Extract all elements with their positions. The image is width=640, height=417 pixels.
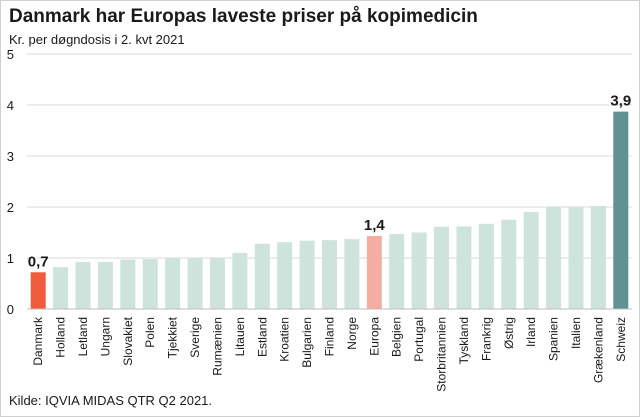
x-tick-label: Danmark bbox=[31, 316, 45, 366]
bar-estland bbox=[254, 243, 270, 309]
x-tick-label: Belgien bbox=[390, 317, 404, 357]
bar-irland bbox=[523, 212, 539, 309]
x-tick-label: Polen bbox=[143, 317, 157, 348]
x-tick-label: Tjekkiet bbox=[166, 316, 180, 358]
bar-norge bbox=[344, 239, 360, 309]
y-tick-label: 4 bbox=[7, 98, 14, 113]
bar-spanien bbox=[546, 207, 562, 309]
y-tick-label: 2 bbox=[7, 200, 14, 215]
x-tick-label: Letland bbox=[76, 317, 90, 356]
bar-frankrig bbox=[478, 223, 494, 309]
x-tick-label: Tyskland bbox=[457, 317, 471, 364]
x-tick-label: Rumænien bbox=[210, 317, 224, 376]
x-tick-label: Østrig bbox=[502, 317, 516, 349]
bar-schweiz bbox=[613, 111, 629, 309]
bar-østrig bbox=[501, 219, 517, 309]
bar-europa bbox=[366, 236, 382, 309]
x-tick-label: Spanien bbox=[547, 317, 561, 361]
y-tick-label: 0 bbox=[7, 302, 14, 317]
bar-letland bbox=[75, 262, 91, 309]
bar-slovakiet bbox=[120, 259, 136, 309]
x-tick-label: Norge bbox=[345, 317, 359, 350]
bar-grækenland bbox=[590, 205, 606, 309]
bar-kroatien bbox=[277, 242, 293, 309]
bar-storbritannien bbox=[434, 226, 450, 309]
data-label: 1,4 bbox=[364, 217, 386, 234]
bar-ungarn bbox=[97, 262, 113, 309]
bar-polen bbox=[142, 259, 158, 309]
bar-tyskland bbox=[456, 226, 472, 309]
bar-belgien bbox=[389, 234, 405, 309]
data-label: 3,9 bbox=[610, 93, 631, 110]
x-tick-label: Ungarn bbox=[98, 317, 112, 356]
source-note: Kilde: IQVIA MIDAS QTR Q2 2021. bbox=[9, 393, 213, 408]
x-tick-label: Kroatien bbox=[278, 317, 292, 362]
bar-danmark bbox=[30, 272, 46, 309]
x-tick-label: Holland bbox=[54, 317, 68, 358]
x-tick-label: Irland bbox=[524, 317, 538, 347]
bar-portugal bbox=[411, 232, 427, 309]
x-tick-label: Litauen bbox=[233, 317, 247, 356]
x-tick-label: Grækenland bbox=[591, 317, 605, 383]
chart-subtitle: Kr. per døgndosis i 2. kvt 2021 bbox=[9, 32, 185, 47]
x-tick-label: Finland bbox=[323, 317, 337, 356]
x-tick-label: Portugal bbox=[412, 317, 426, 362]
y-tick-label: 5 bbox=[7, 47, 14, 62]
x-tick-label: Europa bbox=[367, 317, 381, 356]
bar-rumænien bbox=[209, 258, 225, 309]
x-tick-label: Estland bbox=[255, 317, 269, 357]
x-tick-label: Slovakiet bbox=[121, 316, 135, 365]
x-tick-label: Schweiz bbox=[614, 317, 628, 362]
y-tick-label: 3 bbox=[7, 149, 14, 164]
bar-sverige bbox=[187, 258, 203, 309]
bar-holland bbox=[53, 267, 69, 309]
bar-litauen bbox=[232, 252, 248, 309]
chart-title: Danmark har Europas laveste priser på ko… bbox=[9, 6, 478, 27]
x-tick-label: Frankrig bbox=[479, 317, 493, 361]
bar-tjekkiet bbox=[165, 258, 181, 309]
x-tick-label: Italien bbox=[569, 317, 583, 349]
bar-italien bbox=[568, 207, 584, 309]
x-tick-label: Storbritannien bbox=[435, 317, 449, 392]
data-label: 0,7 bbox=[28, 253, 49, 270]
bar-finland bbox=[322, 240, 337, 309]
y-tick-label: 1 bbox=[7, 251, 14, 266]
x-tick-label: Bulgarien bbox=[300, 317, 314, 368]
x-tick-label: Sverige bbox=[188, 317, 202, 358]
bar-bulgarien bbox=[299, 240, 315, 309]
